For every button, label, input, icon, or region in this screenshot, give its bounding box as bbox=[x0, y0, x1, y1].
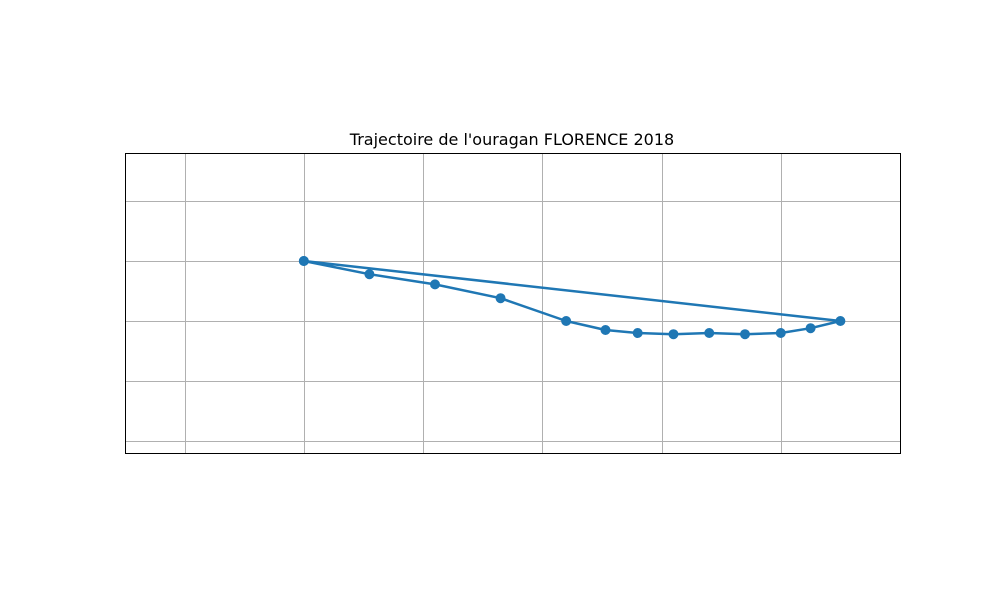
data-point bbox=[600, 325, 611, 335]
data-point bbox=[632, 328, 643, 338]
data-points bbox=[298, 256, 846, 340]
data-point bbox=[561, 316, 572, 326]
data-point bbox=[298, 256, 309, 266]
chart-title: Trajectoire de l'ouragan FLORENCE 2018 bbox=[349, 130, 674, 149]
data-point bbox=[495, 293, 506, 304]
data-point bbox=[740, 329, 750, 340]
plot-frame bbox=[125, 153, 901, 454]
data-point bbox=[364, 269, 375, 280]
data-point bbox=[668, 329, 679, 340]
data-point bbox=[805, 323, 816, 334]
data-point bbox=[430, 279, 440, 290]
grid bbox=[125, 153, 901, 453]
data-point bbox=[704, 328, 715, 338]
data-point bbox=[835, 316, 846, 326]
series-line bbox=[302, 259, 842, 336]
data-point bbox=[775, 328, 786, 338]
